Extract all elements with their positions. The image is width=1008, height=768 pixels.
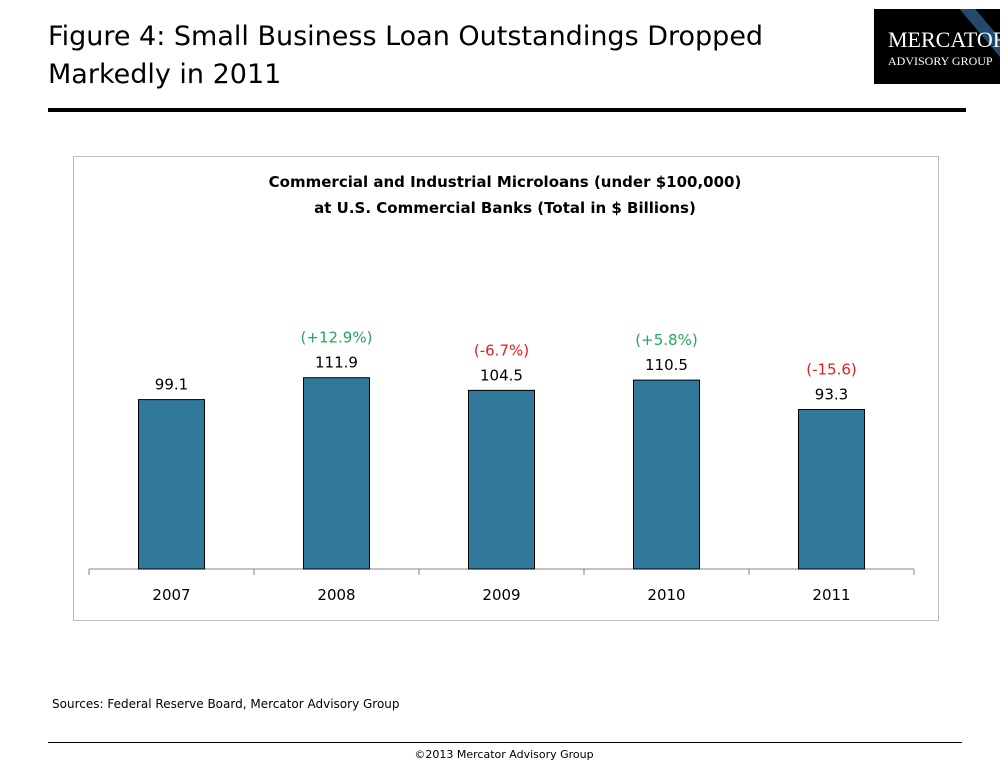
- data-label: 93.3: [815, 385, 848, 403]
- chart-subtitle: at U.S. Commercial Banks (Total in $ Bil…: [314, 199, 696, 217]
- data-label: 99.1: [155, 376, 188, 394]
- x-tick-label: 2009: [482, 586, 520, 604]
- bar-2010: [633, 379, 700, 570]
- bar-2008: [303, 377, 370, 570]
- bar-2011: [798, 408, 865, 570]
- bar-chart: Commercial and Industrial Microloans (un…: [88, 173, 915, 604]
- data-label: 111.9: [315, 354, 358, 372]
- x-tick-label: 2010: [647, 586, 685, 604]
- data-label: 104.5: [480, 366, 523, 384]
- page-title: Figure 4: Small Business Loan Outstandin…: [48, 21, 764, 90]
- data-label: 110.5: [645, 356, 688, 374]
- change-annotation: (+12.9%): [301, 329, 373, 347]
- change-annotation: (+5.8%): [635, 331, 697, 349]
- x-tick-label: 2007: [152, 586, 190, 604]
- footer-divider: [48, 742, 962, 743]
- mercator-logo: Mercator Advisory Group: [874, 9, 1000, 84]
- bar-2009: [468, 389, 535, 570]
- change-annotation: (-15.6): [806, 360, 857, 378]
- chart-container: Commercial and Industrial Microloans (un…: [73, 156, 939, 621]
- chart-title: Commercial and Industrial Microloans (un…: [269, 173, 742, 191]
- title-divider: [48, 108, 966, 112]
- x-tick-label: 2011: [812, 586, 850, 604]
- bar-2007: [138, 399, 205, 570]
- logo-line1: Mercator: [888, 27, 1000, 52]
- sources-note: Sources: Federal Reserve Board, Mercator…: [52, 697, 400, 711]
- copyright: ©2013 Mercator Advisory Group: [414, 748, 594, 761]
- logo-line2: Advisory Group: [888, 54, 993, 68]
- x-tick-label: 2008: [317, 586, 355, 604]
- change-annotation: (-6.7%): [474, 341, 529, 359]
